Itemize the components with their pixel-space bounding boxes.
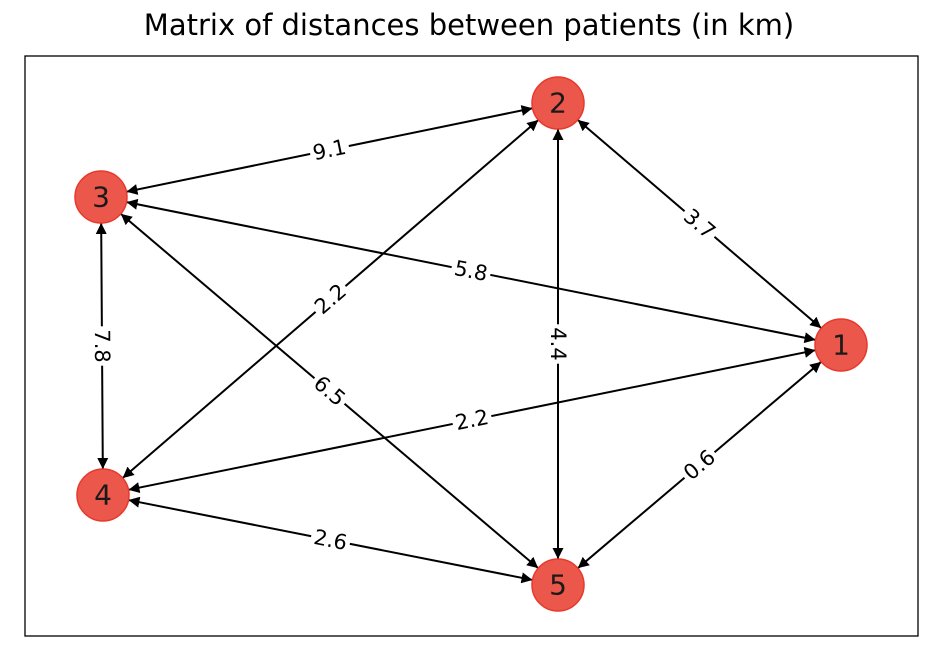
chart-title: Matrix of distances between patients (in… <box>143 8 795 42</box>
node-label-4: 4 <box>94 479 112 512</box>
edge-label-group-3-5: 6.5 <box>306 368 353 414</box>
edge-label-group-2-1: 3.7 <box>676 201 723 247</box>
node-2 <box>531 76 585 130</box>
edge-label-group-4-5: 2.6 <box>308 523 353 557</box>
node-label-2: 2 <box>549 87 567 120</box>
edge-label-group-5-1: 0.6 <box>676 442 723 488</box>
node-label-3: 3 <box>92 181 110 214</box>
edge-labels-layer: 9.1 3.7 5.8 7.8 2.2 4.4 6.5 2.2 0.6 2.6 <box>88 133 723 557</box>
edge-label-bg-4-5 <box>308 523 353 557</box>
node-5 <box>531 558 585 612</box>
node-label-5: 5 <box>549 569 567 602</box>
edge-label-group-3-1: 5.8 <box>449 254 493 288</box>
edge-label-bg-3-1 <box>449 254 493 288</box>
edge-label-5-1: 0.6 <box>679 445 720 485</box>
plot-frame <box>24 55 919 637</box>
edge-label-bg-2-4 <box>307 276 354 322</box>
nodes-layer: 1 2 3 4 5 <box>74 76 868 612</box>
node-3 <box>74 170 128 224</box>
edge-label-bg-2-3 <box>307 133 352 167</box>
edge-label-group-2-4: 2.2 <box>307 276 354 322</box>
edge-label-bg-2-1 <box>676 201 723 247</box>
edge-label-group-2-3: 9.1 <box>307 133 352 167</box>
edge-label-group-2-5: 4.4 <box>545 324 571 364</box>
edge-label-bg-5-1 <box>676 442 723 488</box>
edge-label-bg-3-5 <box>306 368 353 414</box>
node-1 <box>814 318 868 372</box>
edge-label-3-4: 7.8 <box>90 329 114 363</box>
edge-label-2-3: 9.1 <box>311 135 349 165</box>
node-4 <box>76 468 130 522</box>
edge-label-bg-3-4 <box>88 326 116 366</box>
edge-label-2-5: 4.4 <box>546 327 570 360</box>
edges-layer <box>95 105 822 584</box>
edge-label-group-3-4: 7.8 <box>88 326 116 366</box>
edge-label-2-1: 3.7 <box>679 204 720 244</box>
edge-label-3-5: 6.5 <box>309 371 350 411</box>
edge-label-bg-4-1 <box>450 403 494 437</box>
edge-label-group-4-1: 2.2 <box>450 403 494 437</box>
edge-label-2-4: 2.2 <box>310 279 351 319</box>
edge-label-bg-2-5 <box>545 324 571 364</box>
node-label-1: 1 <box>832 329 850 362</box>
